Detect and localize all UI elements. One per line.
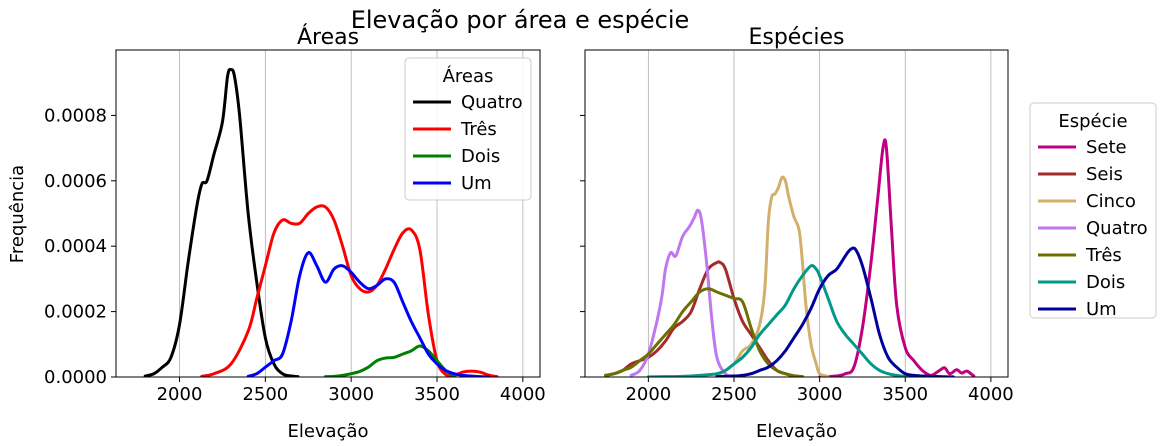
axes-frame <box>115 49 541 378</box>
x-tick-label: 2500 <box>242 384 288 405</box>
figure-suptitle: Elevação por área e espécie <box>351 6 690 34</box>
y-tick-label: 0.0004 <box>44 236 107 257</box>
legend-box <box>1029 102 1157 319</box>
legend-label: Cinco <box>1086 191 1136 212</box>
panel-areas: 2000 2500 3000 3500 4000 0.0000 0.0002 0.0004 0.… <box>44 24 546 442</box>
legend-label: Seis <box>1086 164 1123 185</box>
legend-label: Três <box>1085 245 1122 266</box>
legend-title: Espécie <box>1058 111 1127 132</box>
legend-box <box>404 57 532 201</box>
x-axis-label: Elevação <box>287 421 368 442</box>
legend-label: Quatro <box>1086 218 1148 239</box>
series-line-sete <box>818 138 976 377</box>
x-tick-label: 2000 <box>157 384 203 405</box>
legend-label: Dois <box>461 146 500 167</box>
legend-label: Um <box>461 173 492 194</box>
series-line-um <box>715 246 955 377</box>
panel-especies: 2000 2500 3000 3500 4000 Espécies Elevação Espé… <box>580 25 1157 442</box>
series-line-dois <box>646 264 924 377</box>
series-line-quatro <box>629 208 745 377</box>
legend-label: Um <box>1086 299 1117 320</box>
legend-label: Quatro <box>461 92 523 113</box>
series-line-dois <box>323 344 456 377</box>
y-tick-label: 0.0000 <box>44 367 107 388</box>
series-line-tr-s <box>604 287 804 377</box>
legend-label: Três <box>460 119 497 140</box>
y-axis-label: Frequência <box>7 165 28 263</box>
legend-label: Dois <box>1086 272 1125 293</box>
x-tick-label: 3000 <box>328 384 374 405</box>
series-line-cinco <box>715 175 830 377</box>
y-tick-label: 0.0002 <box>44 302 107 323</box>
legend-label: Sete <box>1086 137 1127 158</box>
series-group <box>143 67 499 377</box>
legend: Áreas Quatro Três Dois Um <box>404 57 532 201</box>
x-axis-label: Elevação <box>756 421 837 442</box>
y-tick-label: 0.0008 <box>44 105 107 126</box>
x-tick-label: 3000 <box>797 384 843 405</box>
x-tick-label: 4000 <box>500 384 546 405</box>
panel-title: Espécies <box>748 25 844 50</box>
x-tick-label: 4000 <box>968 384 1014 405</box>
series-line-tr-s <box>200 204 499 377</box>
x-tick-label: 3500 <box>882 384 928 405</box>
y-tick-label: 0.0006 <box>44 171 107 192</box>
panel-title: Áreas <box>297 24 359 50</box>
x-tick-label: 3500 <box>414 384 460 405</box>
legend: Espécie Sete Seis Cinco Quatro Três Dois Um <box>1029 102 1157 320</box>
series-line-quatro <box>143 67 300 377</box>
series-group <box>604 138 976 377</box>
series-line-um <box>246 251 490 377</box>
legend-title: Áreas <box>443 65 494 87</box>
x-tick-label: 2000 <box>625 384 671 405</box>
x-tick-label: 2500 <box>711 384 757 405</box>
axes-frame <box>584 49 1009 378</box>
